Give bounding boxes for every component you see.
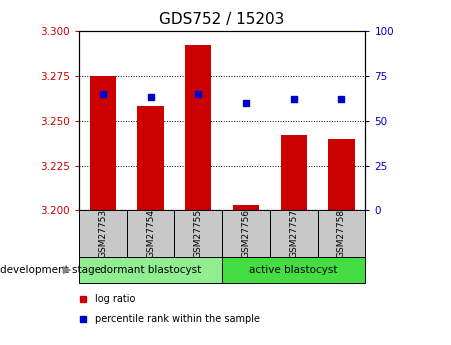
Text: GSM27757: GSM27757	[289, 209, 298, 258]
Text: GSM27753: GSM27753	[98, 209, 107, 258]
Text: active blastocyst: active blastocyst	[249, 265, 338, 275]
Bar	[175, 210, 222, 257]
Text: percentile rank within the sample: percentile rank within the sample	[95, 314, 260, 324]
Text: log ratio: log ratio	[95, 295, 135, 304]
Bar	[90, 76, 116, 210]
Bar	[318, 210, 365, 257]
Bar	[281, 135, 307, 210]
Bar	[127, 210, 175, 257]
Text: development stage: development stage	[0, 265, 101, 275]
Title: GDS752 / 15203: GDS752 / 15203	[160, 12, 285, 27]
Text: GSM27755: GSM27755	[194, 209, 203, 258]
Text: dormant blastocyst: dormant blastocyst	[100, 265, 201, 275]
Bar	[138, 106, 164, 210]
Text: GSM27756: GSM27756	[241, 209, 250, 258]
Bar	[233, 205, 259, 210]
Text: ▶: ▶	[64, 265, 72, 275]
Bar	[222, 257, 365, 283]
Text: GSM27758: GSM27758	[337, 209, 346, 258]
Bar	[270, 210, 318, 257]
Bar	[328, 139, 354, 210]
Text: GSM27754: GSM27754	[146, 209, 155, 258]
Bar	[185, 46, 212, 210]
Bar	[79, 257, 222, 283]
Bar	[222, 210, 270, 257]
Bar	[79, 210, 127, 257]
